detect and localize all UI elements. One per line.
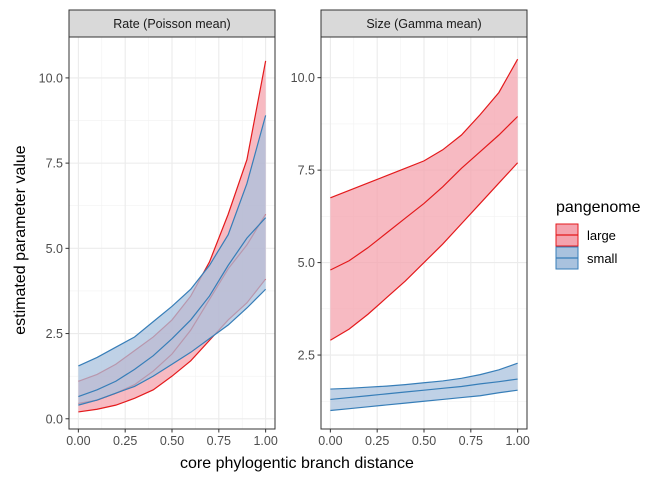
panel-1-strip bbox=[68, 9, 276, 38]
panel-2: Size (Gamma mean) 0.00 0.25 0.50 0.75 1.00 2.5… bbox=[291, 9, 530, 448]
line-large-lower bbox=[330, 162, 519, 341]
line-small-lower bbox=[330, 389, 518, 412]
y-tick-label: 0.0 bbox=[46, 412, 63, 426]
x-tick-label: 0.75 bbox=[207, 434, 231, 448]
line-small-mean bbox=[330, 378, 518, 401]
x-tick-label: 0.25 bbox=[113, 434, 137, 448]
panel-2-title: Size (Gamma mean) bbox=[366, 17, 481, 31]
legend-item-large: large bbox=[555, 223, 616, 247]
line-small-lower bbox=[78, 288, 267, 406]
ribbon-small bbox=[78, 115, 266, 406]
y-tick-label: 2.5 bbox=[46, 327, 63, 341]
line-small-mean bbox=[78, 217, 267, 398]
y-tick-label: 10.0 bbox=[39, 71, 63, 85]
line-large-mean bbox=[330, 116, 519, 271]
x-tick-label: 0.00 bbox=[318, 434, 342, 448]
x-tick-label: 0.00 bbox=[66, 434, 90, 448]
x-axis-title: core phylogentic branch distance bbox=[180, 455, 414, 472]
ribbon-large bbox=[330, 59, 518, 341]
x-tick-label: 0.25 bbox=[365, 434, 389, 448]
line-small-upper bbox=[330, 362, 518, 390]
panel-1-title: Rate (Poisson mean) bbox=[113, 17, 230, 31]
x-tick-label: 1.00 bbox=[505, 434, 529, 448]
line-small-upper bbox=[78, 115, 267, 367]
panels: Rate (Poisson mean) 0.00 0.25 0.50 0.75 1.00 0… bbox=[39, 9, 530, 448]
x-tick-label: 1.00 bbox=[253, 434, 277, 448]
y-tick-label: 2.5 bbox=[298, 349, 315, 363]
y-tick-label: 7.5 bbox=[298, 164, 315, 178]
legend-label-small: small bbox=[587, 251, 617, 266]
x-tick-label: 0.75 bbox=[459, 434, 483, 448]
y-tick-label: 5.0 bbox=[46, 242, 63, 256]
panel-2-strip bbox=[320, 9, 528, 38]
y-axis-title: estimated parameter value bbox=[12, 145, 29, 335]
x-tick-label: 0.50 bbox=[160, 434, 184, 448]
y-tick-label: 5.0 bbox=[298, 256, 315, 270]
legend-title: pangenome bbox=[556, 199, 641, 216]
panel-2-border bbox=[320, 36, 528, 430]
ribbon-small bbox=[330, 363, 518, 411]
y-tick-label: 10.0 bbox=[291, 71, 315, 85]
panel-1: Rate (Poisson mean) 0.00 0.25 0.50 0.75 1.00 0… bbox=[39, 9, 278, 448]
x-tick-label: 0.50 bbox=[412, 434, 436, 448]
panel-1-border bbox=[68, 36, 276, 430]
line-large-upper bbox=[330, 58, 519, 199]
legend-item-small: small bbox=[555, 246, 617, 270]
legend-label-large: large bbox=[587, 228, 616, 243]
y-tick-label: 7.5 bbox=[46, 157, 63, 171]
legend: pangenome large small bbox=[555, 199, 641, 270]
